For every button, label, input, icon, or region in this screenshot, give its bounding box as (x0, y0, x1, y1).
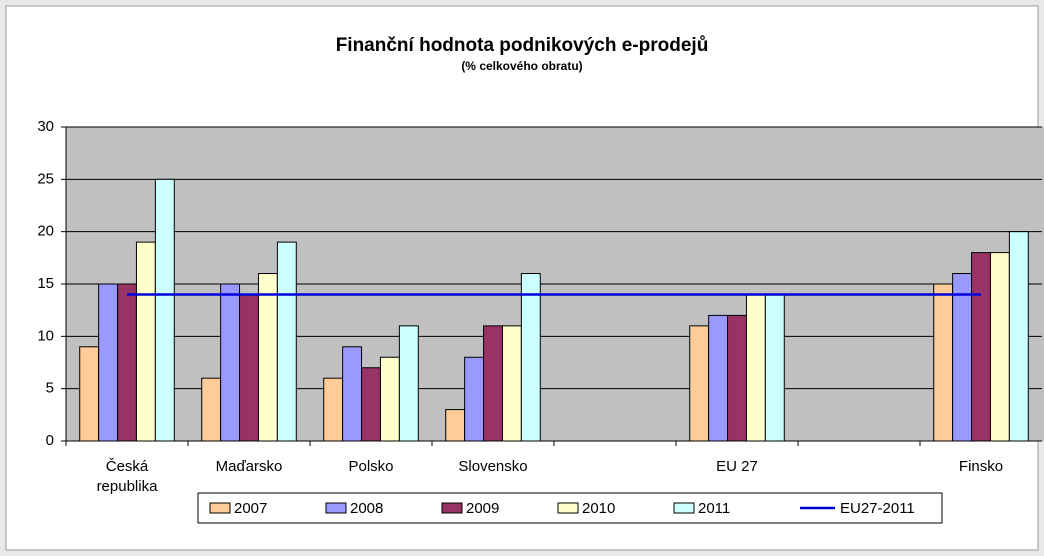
bar (342, 346, 363, 442)
bar (501, 325, 522, 442)
x-tick-label: EU 27 (716, 458, 758, 475)
bar (135, 241, 156, 442)
x-tick-label: Polsko (348, 458, 394, 475)
bar (361, 367, 381, 442)
bar (201, 377, 222, 442)
x-tick-label: Česká republika (96, 458, 158, 495)
bar (989, 252, 1010, 442)
bar (79, 346, 100, 442)
bar (952, 273, 973, 442)
legend-label: 2011 (698, 500, 730, 517)
bar (154, 178, 175, 442)
bar (483, 325, 503, 442)
x-tick-label: Maďarsko (215, 458, 283, 475)
legend-swatch (557, 502, 579, 514)
legend-label: 2008 (350, 500, 383, 517)
legend-label: EU27-2011 (840, 500, 915, 517)
bar (398, 325, 419, 442)
legend-swatch (673, 502, 695, 514)
y-tick-label: 15 (37, 275, 54, 292)
bar (276, 241, 297, 442)
x-tick-label: Slovensko (458, 458, 528, 475)
legend-swatch (209, 502, 231, 514)
legend-label: 2010 (582, 500, 615, 517)
bar (445, 409, 466, 442)
legend-label: 2007 (234, 500, 267, 517)
bar (239, 293, 259, 442)
bar (1008, 231, 1029, 442)
bar (257, 273, 278, 442)
bar (727, 314, 747, 442)
bar (745, 293, 766, 442)
y-tick-label: 0 (46, 432, 54, 449)
bar (971, 252, 991, 442)
bar (98, 283, 119, 442)
bar (117, 283, 137, 442)
bar (520, 273, 541, 442)
y-tick-label: 10 (37, 327, 54, 344)
legend-swatch (441, 502, 463, 514)
y-tick-label: 25 (37, 170, 54, 187)
chart-subtitle: (% celkového obratu) (461, 59, 582, 73)
bar (708, 314, 729, 442)
y-tick-label: 20 (37, 223, 54, 240)
legend-label: 2009 (466, 500, 499, 517)
chart-title: Finanční hodnota podnikových e-prodejů (336, 35, 709, 56)
bar (689, 325, 710, 442)
y-tick-label: 5 (46, 380, 54, 397)
legend-swatch (325, 502, 347, 514)
bar (220, 283, 241, 442)
bar (764, 293, 785, 442)
y-tick-label: 30 (37, 118, 54, 135)
bar (379, 356, 400, 442)
bar (323, 377, 344, 442)
bar (464, 356, 485, 442)
x-tick-label: Finsko (958, 458, 1004, 475)
bar (933, 283, 954, 442)
